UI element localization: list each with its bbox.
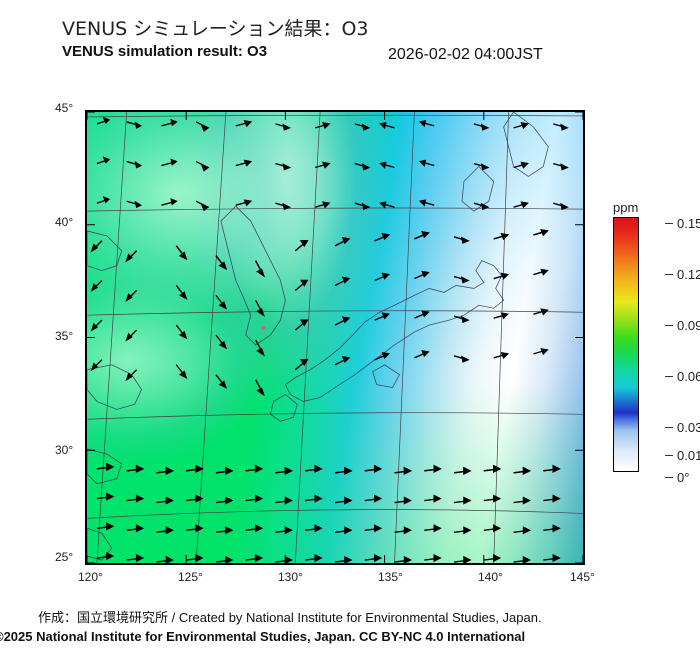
y-tick-45[interactable]: 45°	[55, 101, 73, 115]
attribution-line-japanese-en: 作成：国立環境研究所 / Created by National Institu…	[0, 608, 692, 627]
cb-tick-0.00[interactable]: 0°	[665, 470, 689, 485]
x-tick-120[interactable]: 120°	[78, 570, 103, 584]
colorbar-block: ppm 0.15 0.12 0.09 0.06 0.03	[613, 200, 700, 472]
map-panel[interactable]	[85, 110, 585, 565]
cb-tick-0.15[interactable]: 0.15	[665, 216, 700, 231]
title-english: VENUS simulation result: O3	[62, 43, 369, 60]
y-tick-40[interactable]: 40°	[55, 215, 73, 229]
x-tick-140[interactable]: 140°	[478, 570, 503, 584]
cb-tick-0.06[interactable]: 0.06	[665, 369, 700, 384]
y-tick-35[interactable]: 35°	[55, 329, 73, 343]
y-tick-30[interactable]: 30°	[55, 443, 73, 457]
attribution-block: 作成：国立環境研究所 / Created by National Institu…	[0, 608, 692, 646]
cb-tick-0.09[interactable]: 0.09	[665, 318, 700, 333]
datetime-label: 2026-02-02 04:00JST	[388, 46, 543, 64]
y-tick-25[interactable]: 25°	[55, 550, 73, 564]
title-block: VENUS シミュレーション結果：O3 VENUS simulation res…	[62, 14, 369, 60]
attribution-line-copyright: ©2025 National Institute for Environment…	[0, 627, 692, 646]
colorbar-gradient[interactable]	[613, 217, 639, 472]
x-tick-135[interactable]: 135°	[378, 570, 403, 584]
x-tick-145[interactable]: 145°	[570, 570, 595, 584]
x-tick-125[interactable]: 125°	[178, 570, 203, 584]
cb-tick-0.03[interactable]: 0.03	[665, 420, 700, 435]
x-tick-130[interactable]: 130°	[278, 570, 303, 584]
title-japanese: VENUS シミュレーション結果：O3	[62, 14, 369, 41]
cb-tick-0.01[interactable]: 0.01	[665, 448, 700, 463]
tick-marks	[87, 112, 583, 563]
cb-tick-0.12[interactable]: 0.12	[665, 267, 700, 282]
colorbar-unit-label: ppm	[613, 200, 700, 215]
